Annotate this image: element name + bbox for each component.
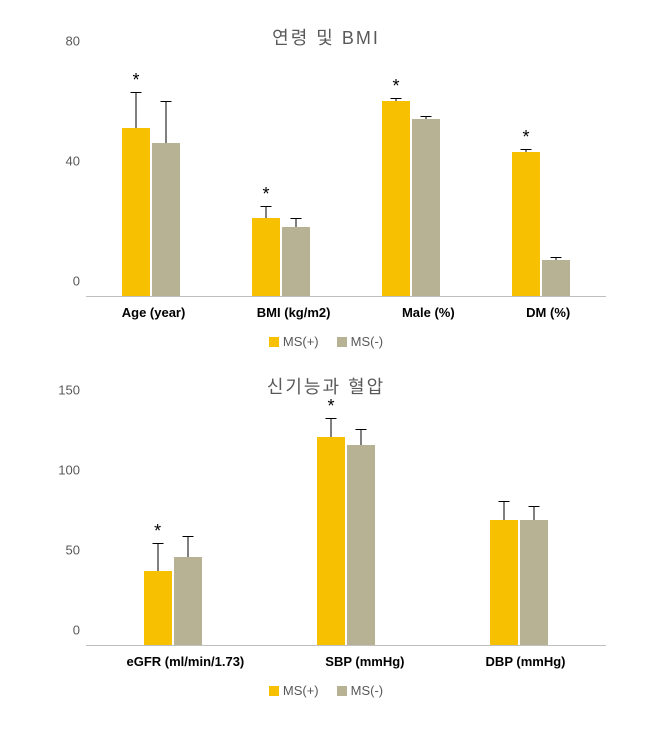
- bar-ms-minus: [282, 227, 310, 296]
- legend-label: MS(-): [351, 683, 384, 698]
- legend-item-ms-minus: MS(-): [337, 334, 384, 349]
- legend-swatch-icon: [269, 337, 279, 347]
- legend-label: MS(+): [283, 334, 319, 349]
- error-bar: [534, 506, 535, 520]
- y-tick-label: 50: [46, 543, 80, 558]
- y-tick-label: 40: [46, 154, 80, 169]
- bar-ms-plus: *: [144, 571, 172, 645]
- bar-ms-plus: *: [122, 128, 150, 296]
- y-tick-label: 0: [46, 274, 80, 289]
- bar-group: *: [144, 557, 202, 645]
- legend: MS(+) MS(-): [26, 683, 626, 698]
- legend-item-ms-plus: MS(+): [269, 334, 319, 349]
- bar-ms-minus: [412, 119, 440, 296]
- error-bar: [166, 101, 167, 143]
- significance-star-icon: *: [327, 396, 334, 417]
- significance-star-icon: *: [522, 127, 529, 148]
- bar-ms-minus: [174, 557, 202, 645]
- chart-title: 신기능과 혈압: [26, 373, 626, 399]
- bar-ms-plus: [490, 520, 518, 645]
- bar-groups: * * * *: [86, 56, 606, 296]
- error-bar: [187, 536, 188, 557]
- significance-star-icon: *: [132, 70, 139, 91]
- error-bar: [556, 257, 557, 260]
- bar-ms-minus: [347, 445, 375, 645]
- significance-star-icon: *: [262, 184, 269, 205]
- bar-ms-minus: [152, 143, 180, 296]
- x-tick-label: DM (%): [526, 305, 570, 320]
- bar-group: *: [252, 218, 310, 296]
- bar-group: *: [512, 152, 570, 296]
- x-tick-label: eGFR (ml/min/1.73): [127, 654, 245, 669]
- significance-star-icon: *: [392, 76, 399, 97]
- chart-panel: 신기능과 혈압050100150**eGFR (ml/min/1.73)SBP …: [26, 373, 626, 698]
- x-axis-labels: eGFR (ml/min/1.73) SBP (mmHg) DBP (mmHg): [86, 654, 606, 669]
- legend-label: MS(+): [283, 683, 319, 698]
- x-tick-label: BMI (kg/m2): [257, 305, 331, 320]
- y-tick-label: 100: [46, 463, 80, 478]
- bar-ms-plus: *: [382, 101, 410, 296]
- y-tick-label: 0: [46, 623, 80, 638]
- bar-group: [490, 520, 548, 645]
- legend-swatch-icon: [269, 686, 279, 696]
- x-tick-label: DBP (mmHg): [486, 654, 566, 669]
- bar-ms-minus: [520, 520, 548, 645]
- significance-star-icon: *: [154, 521, 161, 542]
- legend-item-ms-minus: MS(-): [337, 683, 384, 698]
- bar-group: *: [122, 128, 180, 296]
- chart-title: 연령 및 BMI: [26, 24, 626, 50]
- error-bar: [157, 543, 158, 572]
- y-tick-label: 80: [46, 34, 80, 49]
- error-bar: [330, 418, 331, 437]
- legend-item-ms-plus: MS(+): [269, 683, 319, 698]
- error-bar: [426, 116, 427, 119]
- error-bar: [396, 98, 397, 101]
- bar-group: *: [317, 437, 375, 645]
- plot-area: 050100150**: [86, 405, 606, 646]
- x-axis-labels: Age (year) BMI (kg/m2) Male (%) DM (%): [86, 305, 606, 320]
- legend-swatch-icon: [337, 686, 347, 696]
- bar-groups: **: [86, 405, 606, 645]
- legend-label: MS(-): [351, 334, 384, 349]
- bar-group: *: [382, 101, 440, 296]
- bar-ms-minus: [542, 260, 570, 296]
- legend-swatch-icon: [337, 337, 347, 347]
- error-bar: [360, 429, 361, 445]
- error-bar: [266, 206, 267, 218]
- bar-ms-plus: *: [317, 437, 345, 645]
- bar-ms-plus: *: [252, 218, 280, 296]
- plot-area: 04080****: [86, 56, 606, 297]
- error-bar: [136, 92, 137, 128]
- y-tick-label: 150: [46, 383, 80, 398]
- x-tick-label: Age (year): [122, 305, 186, 320]
- x-tick-label: SBP (mmHg): [325, 654, 404, 669]
- x-tick-label: Male (%): [402, 305, 455, 320]
- legend: MS(+) MS(-): [26, 334, 626, 349]
- error-bar: [504, 501, 505, 520]
- bar-ms-plus: *: [512, 152, 540, 296]
- error-bar: [526, 149, 527, 152]
- error-bar: [296, 218, 297, 227]
- chart-panel: 연령 및 BMI 0 40 80 * * * * Age (year) BMI (kg/m2) Ma…: [26, 24, 626, 349]
